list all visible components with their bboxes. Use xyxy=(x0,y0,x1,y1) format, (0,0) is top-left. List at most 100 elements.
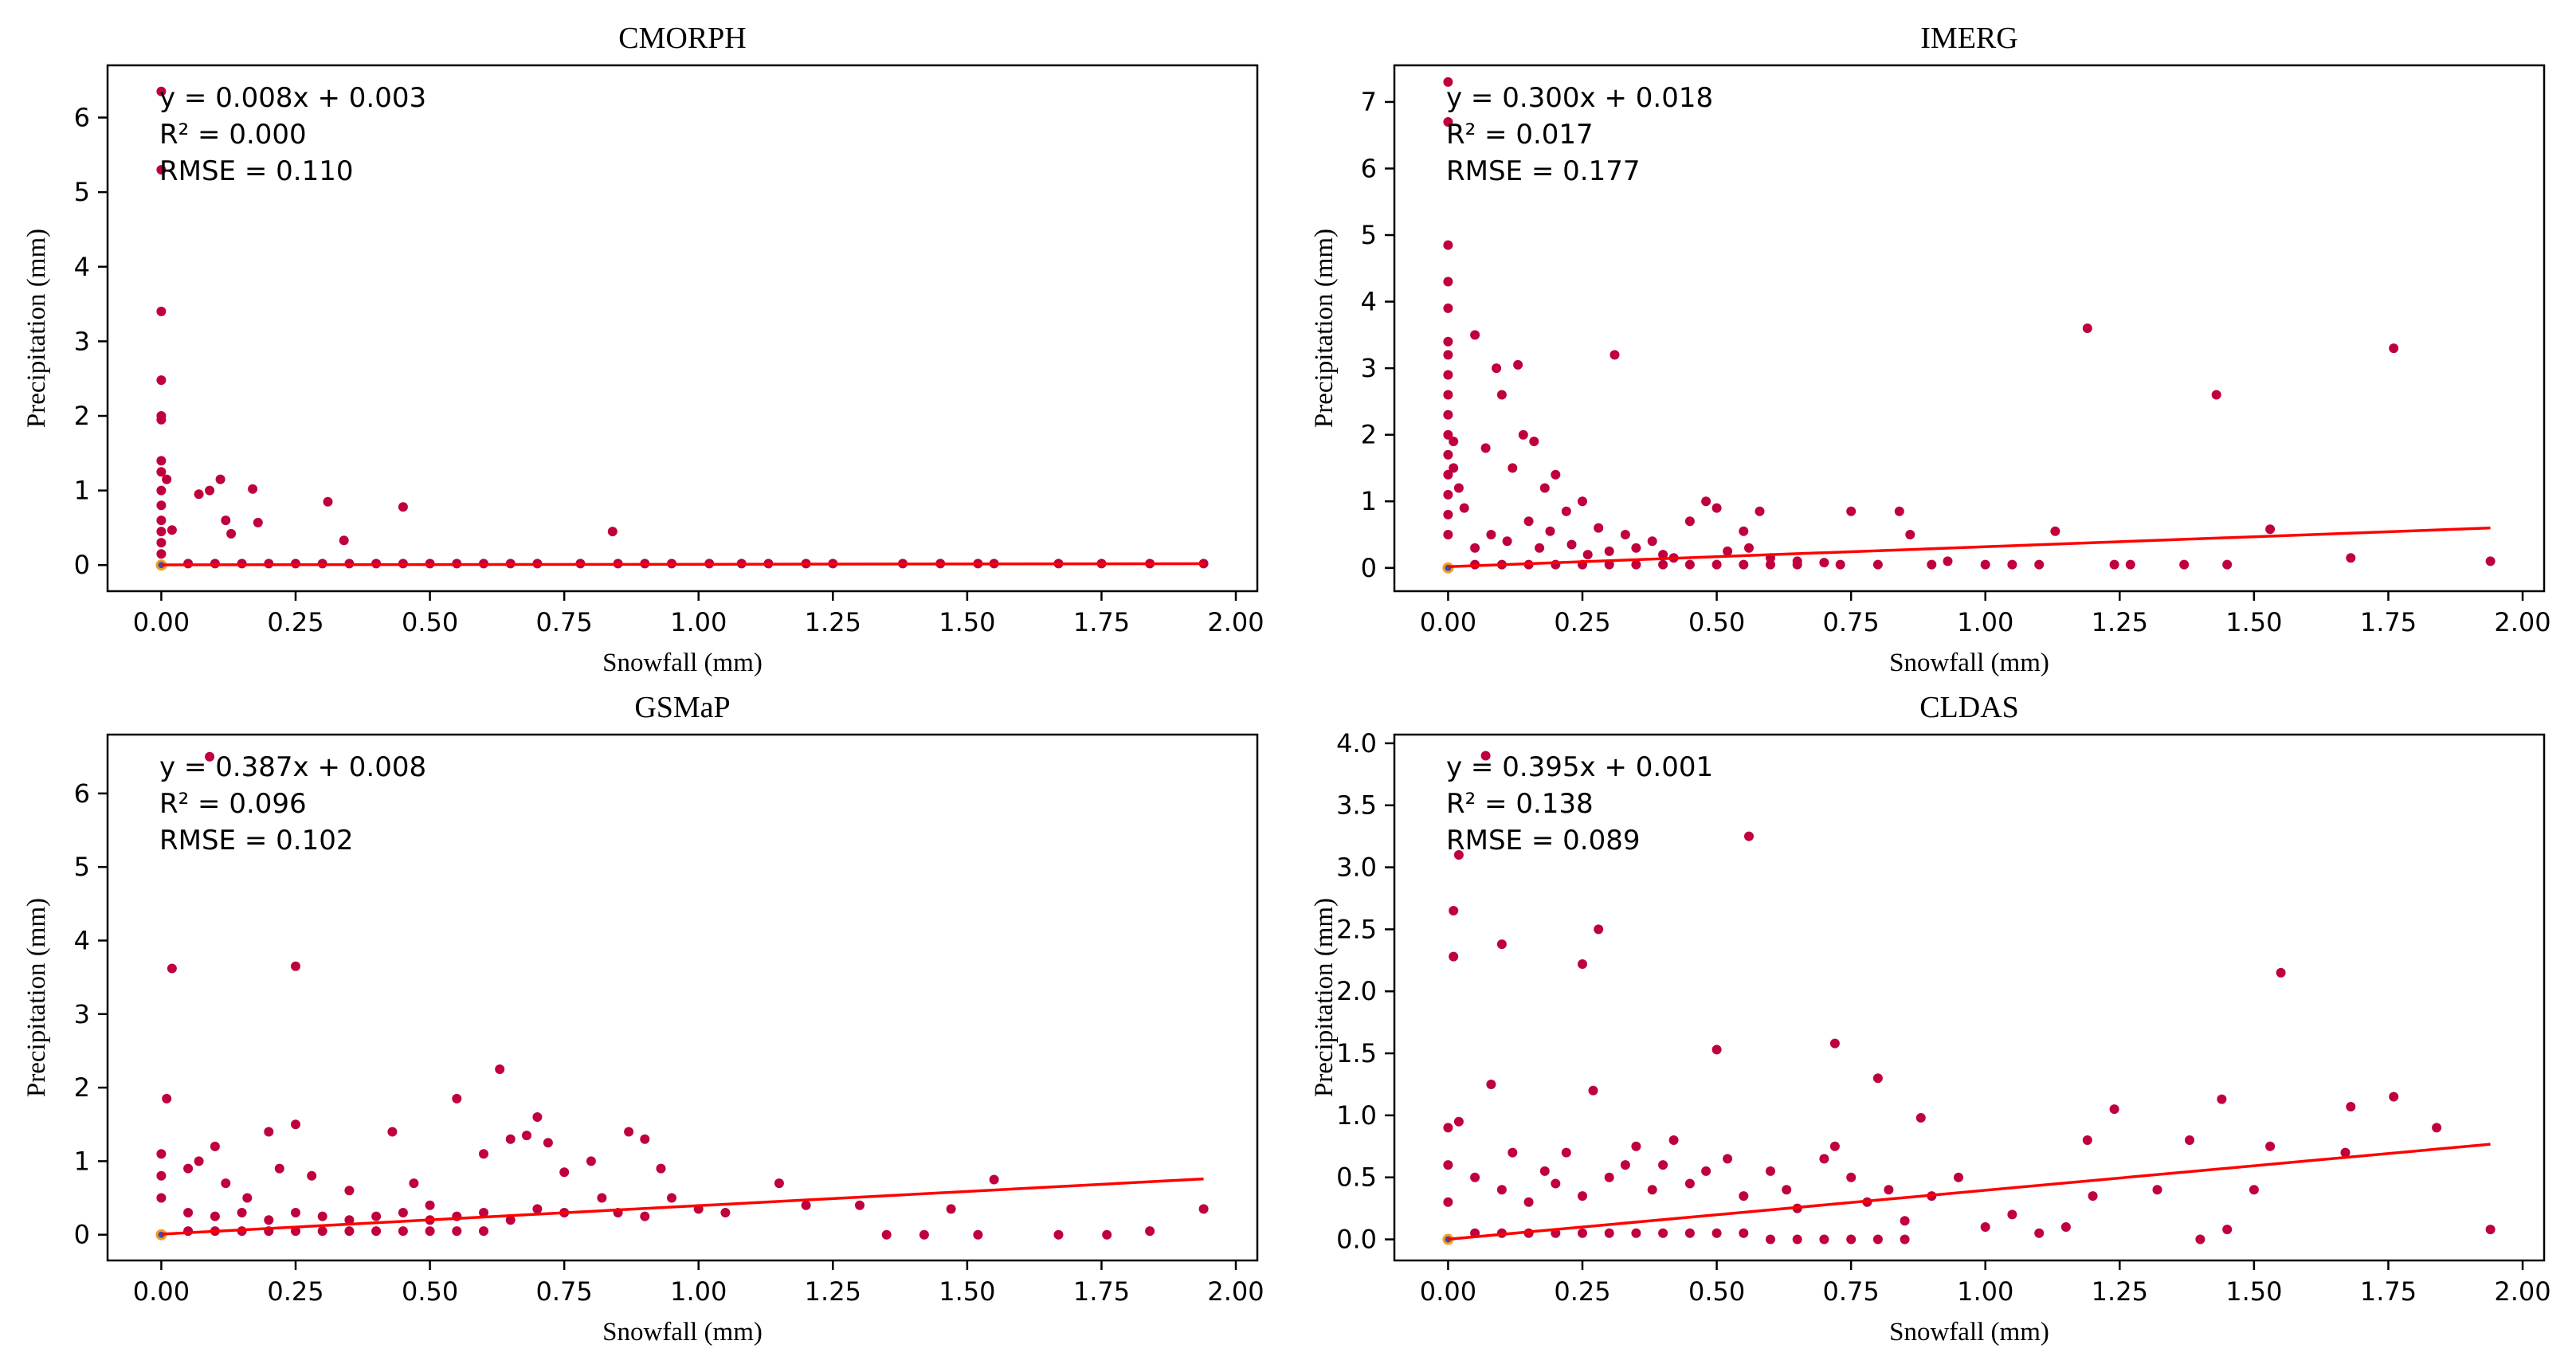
data-point xyxy=(1631,1141,1641,1151)
data-point xyxy=(156,414,167,425)
data-point xyxy=(1486,1080,1496,1089)
data-point xyxy=(1872,1234,1883,1245)
data-point xyxy=(1701,496,1711,507)
data-point xyxy=(2265,1141,2276,1151)
x-tick-label: 0.75 xyxy=(1823,607,1880,637)
data-point xyxy=(156,86,167,96)
data-point xyxy=(989,1174,999,1185)
data-point xyxy=(1582,550,1593,560)
data-point xyxy=(307,1170,317,1181)
data-point xyxy=(1502,536,1512,547)
data-point xyxy=(2346,1102,2356,1111)
data-point xyxy=(1915,1113,1926,1123)
data-point xyxy=(2346,553,2356,563)
data-point xyxy=(1900,1234,1910,1245)
data-point xyxy=(156,549,167,559)
data-point xyxy=(205,485,215,496)
y-tick-label: 3 xyxy=(74,326,90,356)
data-point xyxy=(1449,906,1459,915)
data-point xyxy=(2125,559,2135,570)
x-tick-label: 2.00 xyxy=(2494,1276,2551,1307)
data-point xyxy=(1102,1229,1112,1240)
data-point xyxy=(1443,370,1453,380)
data-point xyxy=(1486,530,1496,539)
data-point xyxy=(1766,1234,1775,1245)
data-point xyxy=(1443,410,1453,420)
data-point xyxy=(1819,1154,1829,1164)
chart-panel-gsmap: GSMaP 0.00 0.25 0.50 0.75 1.00 1.25 1.50 1.75 2.0… xyxy=(22,691,1264,1347)
y-tick-label: 5 xyxy=(1361,220,1377,250)
data-point xyxy=(1529,437,1539,446)
x-tick-label: 0.25 xyxy=(267,607,323,637)
data-point xyxy=(522,1131,531,1141)
data-point xyxy=(1508,463,1518,473)
data-point xyxy=(205,751,215,762)
data-point xyxy=(1443,336,1453,347)
data-point xyxy=(1053,1229,1064,1240)
data-point xyxy=(1819,558,1829,568)
data-point xyxy=(2152,1185,2162,1195)
data-point xyxy=(156,1149,167,1159)
y-tick-label: 4 xyxy=(1361,287,1377,317)
data-point xyxy=(1443,449,1453,460)
data-point xyxy=(1846,506,1857,516)
data-point xyxy=(1551,469,1561,480)
x-tick-label: 0.75 xyxy=(536,607,593,637)
data-point xyxy=(183,1226,194,1237)
y-tick-label: 1 xyxy=(74,476,90,506)
data-point xyxy=(167,525,177,535)
data-point xyxy=(1539,1166,1550,1176)
data-point xyxy=(2109,559,2119,570)
y-tick-label: 1 xyxy=(1361,486,1377,516)
data-point xyxy=(344,1226,355,1237)
x-tick-label: 1.50 xyxy=(939,607,995,637)
x-tick-label: 2.00 xyxy=(2494,607,2551,637)
data-point xyxy=(425,1200,435,1210)
data-point xyxy=(1470,543,1480,553)
data-point xyxy=(1443,76,1453,87)
data-point xyxy=(1658,550,1668,560)
chart-title: CLDAS xyxy=(1919,691,2019,724)
data-point xyxy=(1739,559,1749,570)
y-tick-label: 3 xyxy=(74,999,90,1029)
data-point xyxy=(2389,1092,2399,1102)
data-point xyxy=(1954,1172,1963,1182)
y-tick-label: 4.0 xyxy=(1336,728,1377,759)
data-point xyxy=(1588,1085,1598,1096)
annotation-rmse: RMSE = 0.102 xyxy=(159,825,353,857)
data-point xyxy=(1723,546,1733,556)
data-point xyxy=(237,1208,247,1217)
y-tick-label: 2.0 xyxy=(1336,976,1377,1006)
data-point xyxy=(495,1064,505,1074)
data-point xyxy=(1900,1216,1910,1226)
data-point xyxy=(1594,523,1604,533)
y-tick-label: 0.5 xyxy=(1336,1162,1377,1193)
x-tick-label: 0.50 xyxy=(402,1276,458,1307)
y-tick-label: 2 xyxy=(74,1072,90,1103)
data-point xyxy=(452,1093,462,1103)
data-point xyxy=(1846,1172,1857,1182)
data-point xyxy=(1684,559,1695,570)
data-point xyxy=(1684,1228,1695,1238)
data-point xyxy=(2050,526,2060,536)
x-axis-label: Snowfall (mm) xyxy=(602,1318,763,1347)
chart-panel-imerg: IMERG 0.00 0.25 0.50 0.75 1.00 1.25 1.50 1.75 2.0… xyxy=(1310,22,2551,677)
annotation-regression-equation: y = 0.387x + 0.008 xyxy=(159,751,426,783)
y-tick-label: 6 xyxy=(74,778,90,809)
y-tick-label: 1.0 xyxy=(1336,1100,1377,1131)
data-point xyxy=(317,1211,327,1221)
data-point xyxy=(1711,559,1722,570)
annotation-rmse: RMSE = 0.110 xyxy=(159,155,353,187)
data-point xyxy=(1766,1166,1775,1176)
data-point xyxy=(1443,276,1453,287)
data-point xyxy=(1459,503,1469,513)
data-point xyxy=(1744,543,1754,553)
data-point xyxy=(1443,469,1453,480)
data-point xyxy=(1496,390,1507,400)
y-tick-label: 3.0 xyxy=(1336,853,1377,883)
data-point xyxy=(946,1204,956,1214)
data-point xyxy=(156,1193,167,1203)
data-point xyxy=(1711,503,1722,513)
x-tick-label: 0.75 xyxy=(1823,1276,1880,1307)
